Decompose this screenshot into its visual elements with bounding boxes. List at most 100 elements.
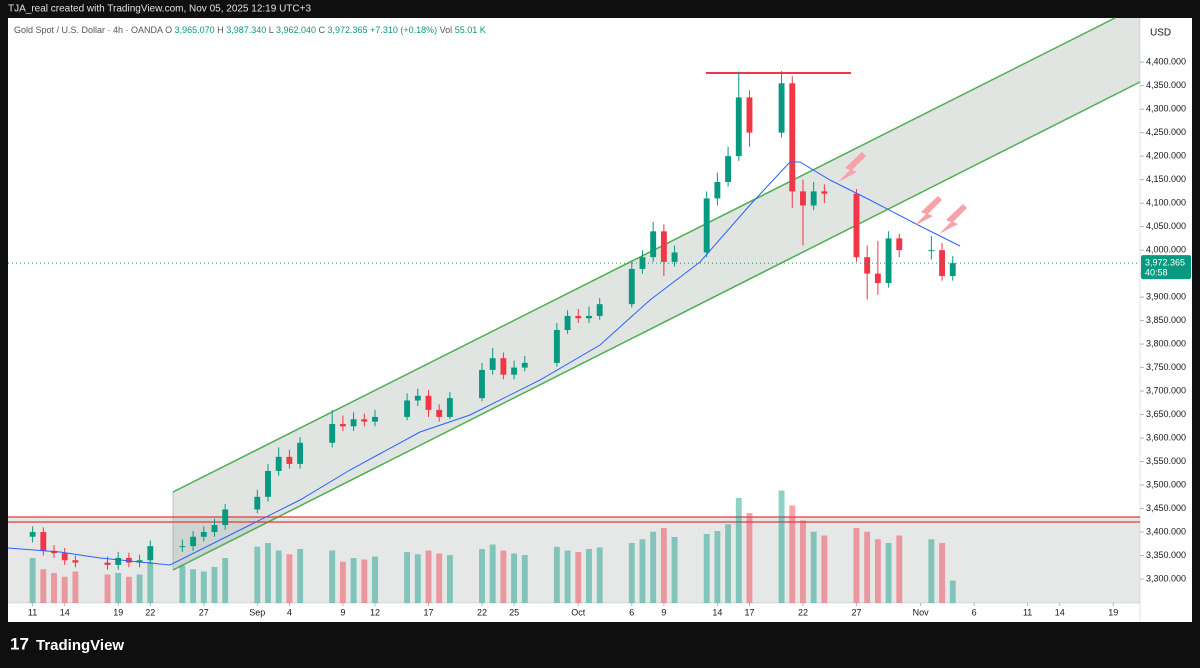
last-price-box xyxy=(1141,255,1191,280)
plot xyxy=(29,71,956,603)
candle-body xyxy=(864,257,871,274)
candle-body xyxy=(703,198,710,253)
candle-body xyxy=(200,532,207,537)
x-tick-label: Nov xyxy=(913,607,930,617)
ohlc-value: 3,987.340 xyxy=(226,25,266,35)
candle-body xyxy=(329,423,336,443)
candle-body xyxy=(125,557,132,563)
volume-bar xyxy=(72,571,79,603)
candle-body xyxy=(564,315,571,330)
countdown: 40:58 xyxy=(1145,267,1168,277)
y-tick-label: 4,150.000 xyxy=(1146,174,1186,184)
volume-bar xyxy=(778,490,785,603)
arrow xyxy=(914,196,942,226)
candle-body xyxy=(147,546,154,561)
volume-bar xyxy=(136,574,143,603)
y-tick-label: 3,600.000 xyxy=(1146,432,1186,442)
volume-bar xyxy=(40,569,47,603)
x-tick-label: 6 xyxy=(629,607,634,617)
candle-body xyxy=(735,97,742,157)
x-tick-label: 22 xyxy=(477,607,487,617)
channel-fill xyxy=(173,18,1140,570)
candle-body xyxy=(874,273,881,284)
x-tick-label: 9 xyxy=(340,607,345,617)
x-tick-label: 19 xyxy=(113,607,123,617)
volume-bar xyxy=(425,550,432,603)
candle-body xyxy=(489,358,496,370)
volume-bar xyxy=(29,558,36,603)
candle-body xyxy=(596,304,603,316)
volume-bar xyxy=(350,558,357,603)
candle-body xyxy=(115,557,122,565)
y-tick-label: 3,850.000 xyxy=(1146,315,1186,325)
candle-body xyxy=(222,509,229,525)
chart-area xyxy=(8,18,1192,622)
volume-bar xyxy=(275,550,282,603)
x-tick-label: 17 xyxy=(423,607,433,617)
y-tick-label: 4,350.000 xyxy=(1146,80,1186,90)
candle-body xyxy=(404,400,411,417)
candle-body xyxy=(575,315,582,319)
candle-body xyxy=(521,362,528,368)
y-tick-label: 3,300.000 xyxy=(1146,573,1186,583)
volume-bar xyxy=(928,539,935,603)
candle-body xyxy=(821,191,828,194)
candle-body xyxy=(436,409,443,417)
ohlc-value: 3,972.365 xyxy=(328,25,368,35)
candle-body xyxy=(928,250,935,252)
volume-bar xyxy=(372,556,378,603)
y-tick-label: 3,800.000 xyxy=(1146,338,1186,348)
volume-bar xyxy=(949,580,956,603)
x-tick-label: 14 xyxy=(60,607,70,617)
candle-body xyxy=(853,193,860,258)
candle-body xyxy=(885,238,892,284)
candle-body xyxy=(939,250,946,276)
volume-bar xyxy=(746,513,753,603)
y-tick-label: 4,200.000 xyxy=(1146,151,1186,161)
x-tick-label: 11 xyxy=(28,607,37,617)
volume-bar xyxy=(51,573,57,603)
volume-bar xyxy=(265,543,271,603)
last-price-label: 3,972.365 xyxy=(1145,257,1185,267)
x-tick-label: 14 xyxy=(1055,607,1065,617)
candle-body xyxy=(778,83,785,133)
symbol: Gold Spot / U.S. Dollar · 4h · OANDA xyxy=(14,25,163,35)
volume-bar xyxy=(286,554,293,603)
candle-body xyxy=(746,97,753,133)
y-tick-label: 4,400.000 xyxy=(1146,57,1186,67)
candle-body xyxy=(29,532,36,537)
volume-bar xyxy=(61,576,68,603)
volume-bar xyxy=(339,561,346,603)
candle-body xyxy=(671,252,678,262)
candle-body xyxy=(789,83,796,192)
volume-bar xyxy=(479,549,485,603)
volume-bar xyxy=(864,531,871,603)
candle-body xyxy=(265,470,271,497)
volume-bar xyxy=(725,524,732,603)
candle-body xyxy=(896,238,903,251)
channel-bottom xyxy=(172,81,1141,571)
volume-bar xyxy=(436,553,443,603)
arrow xyxy=(838,152,866,182)
volume-bar xyxy=(628,543,635,603)
volume-bar xyxy=(104,574,111,603)
x-tick-label: 12 xyxy=(370,607,380,617)
volume-bar xyxy=(446,555,453,603)
candle-body xyxy=(500,358,507,375)
volume-bar xyxy=(361,559,368,603)
volume-bar xyxy=(939,543,946,603)
volume-bar xyxy=(896,535,903,603)
volume-bar xyxy=(222,558,229,603)
volume-bar xyxy=(329,550,336,603)
candle-body xyxy=(586,315,592,319)
candle-body xyxy=(286,456,293,464)
x-tick-label: 9 xyxy=(661,607,666,617)
volume-bar xyxy=(500,550,507,603)
candle-body xyxy=(361,419,368,422)
change: +7.310 (+0.18%) xyxy=(370,25,437,35)
candle-body xyxy=(40,532,47,551)
volume-bar xyxy=(800,520,806,603)
candle-body xyxy=(479,369,485,399)
y-tick-label: 4,250.000 xyxy=(1146,127,1186,137)
